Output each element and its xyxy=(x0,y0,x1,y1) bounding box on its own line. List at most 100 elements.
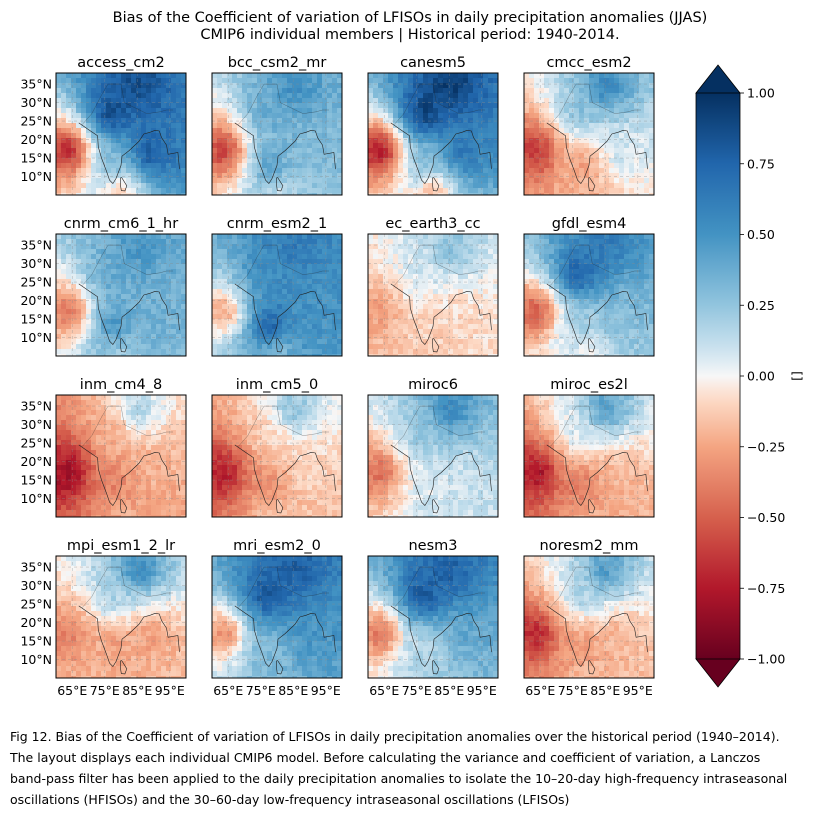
colorbar-tick-label: 0.75 xyxy=(747,156,775,171)
lat-tick-label: 25°N xyxy=(20,436,52,451)
map-panel: access_cm2 35°N 30°N 25°N 20°N 15°N 10°N xyxy=(20,55,187,196)
lat-tick-label: 10°N xyxy=(20,169,52,184)
panel-title: cnrm_cm6_1_hr xyxy=(64,216,178,232)
lon-tick-label: 65°E xyxy=(369,683,399,698)
panel-title: miroc_es2l xyxy=(550,377,628,393)
lon-tick-label: 95°E xyxy=(311,683,341,698)
panel-frame xyxy=(523,72,655,196)
map-panel: mpi_esm1_2_lr 35°N 30°N 25°N 20°N 15°N 10°N 65°… xyxy=(20,538,187,698)
colorbar-tick-label: −1.00 xyxy=(747,652,785,667)
panel-frame xyxy=(523,233,655,357)
colorbar-label: [] xyxy=(790,371,805,381)
panel-frame xyxy=(211,233,343,357)
lat-tick-label: 30°N xyxy=(20,417,52,432)
map-panel: canesm5 xyxy=(367,55,499,196)
panel-frame xyxy=(211,72,343,196)
map-panel: miroc_es2l xyxy=(523,377,655,518)
lon-tick-label: 85°E xyxy=(122,683,152,698)
colorbar-extend-min xyxy=(695,658,741,688)
panel-title: cmcc_esm2 xyxy=(546,55,631,71)
lat-tick-label: 35°N xyxy=(20,238,52,253)
lon-tick-label: 85°E xyxy=(434,683,464,698)
lon-tick-label: 75°E xyxy=(558,683,588,698)
map-panel: inm_cm5_0 xyxy=(211,377,343,518)
lat-tick-label: 25°N xyxy=(20,275,52,290)
colorbar-tick-label: 0.25 xyxy=(747,298,775,313)
lat-tick-label: 15°N xyxy=(20,634,52,649)
map-panel: cmcc_esm2 xyxy=(523,55,655,196)
figure: Bias of the Coefficient of variation of … xyxy=(20,10,805,698)
panel-grid: access_cm2 35°N 30°N 25°N 20°N 15°N 10°N bcc_cs… xyxy=(20,55,655,698)
lat-tick-label: 30°N xyxy=(20,578,52,593)
panel-title: inm_cm5_0 xyxy=(236,377,318,393)
panel-frame xyxy=(211,555,343,679)
lat-tick-label: 15°N xyxy=(20,473,52,488)
panel-title: mpi_esm1_2_lr xyxy=(67,538,175,554)
panel-title: canesm5 xyxy=(400,55,466,71)
chart-subtitle: CMIP6 individual members | Historical pe… xyxy=(200,27,619,43)
lat-tick-label: 20°N xyxy=(20,454,52,469)
panel-frame xyxy=(55,555,187,679)
colorbar-tick-label: −0.75 xyxy=(747,581,785,596)
colorbar-tick-label: −0.25 xyxy=(747,439,785,454)
lon-tick-label: 95°E xyxy=(155,683,185,698)
lat-tick-label: 25°N xyxy=(20,114,52,129)
map-panel: gfdl_esm4 xyxy=(523,216,655,357)
lat-tick-label: 20°N xyxy=(20,132,52,147)
panel-frame xyxy=(523,394,655,518)
colorbar-tick-label: 0.00 xyxy=(747,369,775,384)
lat-tick-label: 20°N xyxy=(20,293,52,308)
lat-tick-label: 10°N xyxy=(20,491,52,506)
colorbar-extend-max xyxy=(695,64,741,94)
lon-tick-label: 75°E xyxy=(402,683,432,698)
colorbar-tick-label: −0.50 xyxy=(747,510,785,525)
panel-title: mri_esm2_0 xyxy=(233,538,321,554)
lon-tick-label: 65°E xyxy=(57,683,87,698)
panel-frame xyxy=(367,72,499,196)
panel-frame xyxy=(367,394,499,518)
map-panel: miroc6 xyxy=(367,377,499,518)
panel-frame xyxy=(367,555,499,679)
panel-title: cnrm_esm2_1 xyxy=(227,216,328,232)
lat-tick-label: 30°N xyxy=(20,256,52,271)
map-panel: inm_cm4_8 35°N 30°N 25°N 20°N 15°N 10°N xyxy=(20,377,187,518)
panel-title: noresm2_mm xyxy=(539,538,638,554)
lat-tick-label: 10°N xyxy=(20,330,52,345)
colorbar: 1.00 0.75 0.50 0.25 0.00 −0.25 −0.50 −0.75 −1.00… xyxy=(695,64,805,688)
map-panel: cnrm_esm2_1 xyxy=(211,216,343,357)
lon-tick-label: 65°E xyxy=(525,683,555,698)
lon-tick-label: 95°E xyxy=(467,683,497,698)
panel-frame xyxy=(367,233,499,357)
lon-tick-label: 85°E xyxy=(278,683,308,698)
map-panel: mri_esm2_0 65°E 75°E 85°E 95°E xyxy=(211,538,343,698)
lat-tick-label: 15°N xyxy=(20,312,52,327)
panel-frame xyxy=(211,394,343,518)
lon-tick-label: 75°E xyxy=(90,683,120,698)
panel-title: access_cm2 xyxy=(77,55,164,71)
lat-tick-label: 20°N xyxy=(20,615,52,630)
lat-tick-label: 25°N xyxy=(20,597,52,612)
colorbar-body xyxy=(696,93,740,659)
figure-caption: Fig 12. Bias of the Coefficient of varia… xyxy=(10,729,788,807)
panel-title: ec_earth3_cc xyxy=(385,216,480,232)
lon-tick-label: 65°E xyxy=(213,683,243,698)
map-panel: bcc_csm2_mr xyxy=(211,55,343,196)
panel-title: gfdl_esm4 xyxy=(552,216,627,232)
panel-frame xyxy=(523,555,655,679)
lat-tick-label: 30°N xyxy=(20,95,52,110)
panel-title: bcc_csm2_mr xyxy=(228,55,327,71)
lat-tick-label: 35°N xyxy=(20,77,52,92)
map-panel: nesm3 65°E 75°E 85°E 95°E xyxy=(367,538,499,698)
lat-tick-label: 35°N xyxy=(20,399,52,414)
chart-title: Bias of the Coefficient of variation of … xyxy=(113,10,708,26)
map-panel: cnrm_cm6_1_hr 35°N 30°N 25°N 20°N 15°N 10°N xyxy=(20,216,187,357)
lon-tick-label: 95°E xyxy=(623,683,653,698)
panel-title: inm_cm4_8 xyxy=(80,377,162,393)
panel-frame xyxy=(55,233,187,357)
colorbar-tick-label: 0.50 xyxy=(747,227,775,242)
map-panel: noresm2_mm 65°E 75°E 85°E 95°E xyxy=(523,538,655,698)
lat-tick-label: 15°N xyxy=(20,151,52,166)
lat-tick-label: 35°N xyxy=(20,560,52,575)
panel-title: miroc6 xyxy=(408,377,458,393)
lat-tick-label: 10°N xyxy=(20,652,52,667)
